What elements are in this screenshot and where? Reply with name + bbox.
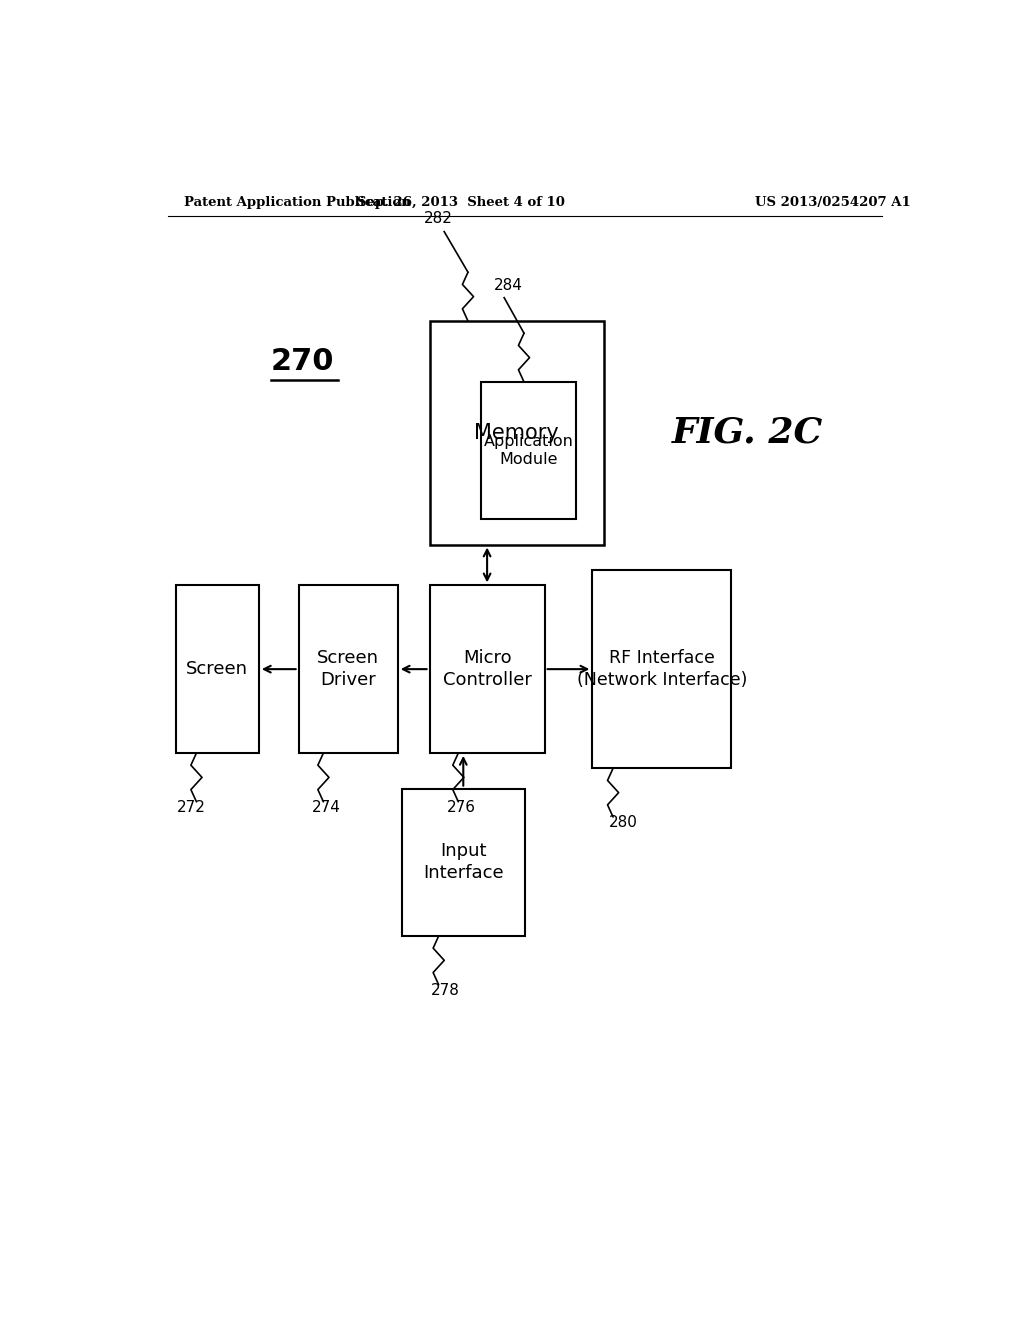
Text: FIG. 2C: FIG. 2C (672, 416, 822, 450)
Bar (176, 585, 259, 752)
Text: 282: 282 (424, 211, 454, 227)
Bar (401, 788, 524, 936)
Text: 272: 272 (176, 800, 206, 814)
Text: Sep. 26, 2013  Sheet 4 of 10: Sep. 26, 2013 Sheet 4 of 10 (357, 195, 565, 209)
Text: 270: 270 (270, 347, 335, 376)
Bar (430, 321, 604, 545)
Text: 276: 276 (446, 800, 475, 814)
Text: Screen
Driver: Screen Driver (317, 649, 379, 689)
Text: Micro
Controller: Micro Controller (442, 649, 531, 689)
Text: Screen: Screen (186, 660, 248, 678)
Bar (430, 585, 545, 752)
Text: 274: 274 (311, 800, 340, 814)
Text: RF Interface
(Network Interface): RF Interface (Network Interface) (577, 649, 746, 689)
Bar (481, 381, 577, 519)
Text: US 2013/0254207 A1: US 2013/0254207 A1 (755, 195, 910, 209)
Text: Patent Application Publication: Patent Application Publication (183, 195, 411, 209)
Text: 284: 284 (494, 277, 522, 293)
Text: Input
Interface: Input Interface (423, 842, 504, 882)
Text: 280: 280 (609, 816, 638, 830)
Text: Memory: Memory (474, 422, 559, 442)
Text: Application
Module: Application Module (483, 434, 573, 467)
Bar (299, 585, 397, 752)
Text: 278: 278 (431, 983, 460, 998)
Bar (592, 570, 731, 768)
